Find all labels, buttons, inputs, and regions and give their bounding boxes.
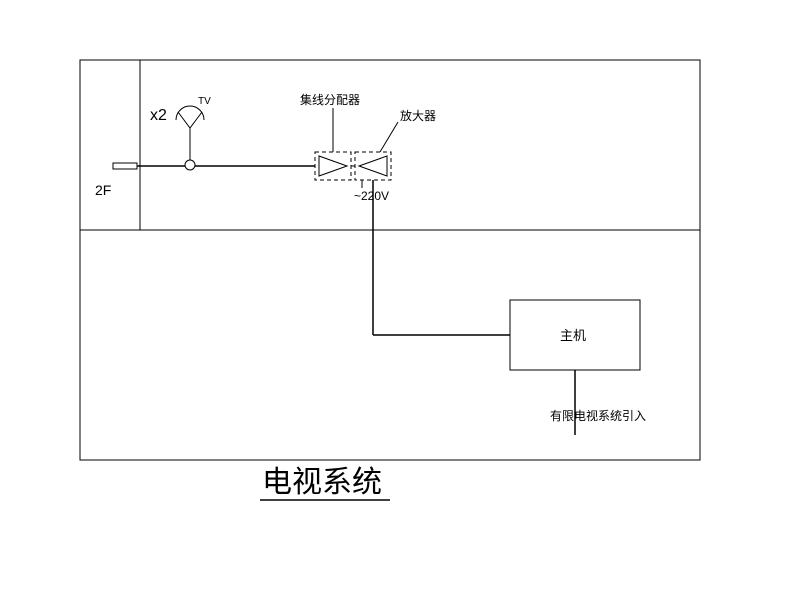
diagram-title: 电视系统 <box>262 466 382 499</box>
voltage-label: ~220V <box>354 189 389 203</box>
cable-in-label: 有限电视系统引入 <box>550 408 646 423</box>
antenna-arc-icon <box>176 106 204 120</box>
host-label: 主机 <box>560 328 586 343</box>
amplifier-leader <box>380 122 398 152</box>
outer-frame <box>80 60 700 460</box>
distributor-icon <box>319 156 347 176</box>
amplifier-label: 放大器 <box>400 108 436 123</box>
antenna-arm-left <box>178 112 190 128</box>
antenna-node-icon <box>185 160 195 170</box>
tv-system-diagram: 2F TV x2 集线分配器 放大器 ~220V 主机 有限电视系统引入 <box>0 0 800 600</box>
antenna-tv-label: TV <box>198 96 211 107</box>
wall-outlet-icon <box>113 163 137 169</box>
antenna-count-label: x2 <box>150 107 167 124</box>
amplifier-icon <box>359 156 387 176</box>
floor-label: 2F <box>95 182 111 198</box>
antenna-arm-right <box>190 112 202 128</box>
distributor-label: 集线分配器 <box>300 92 360 107</box>
